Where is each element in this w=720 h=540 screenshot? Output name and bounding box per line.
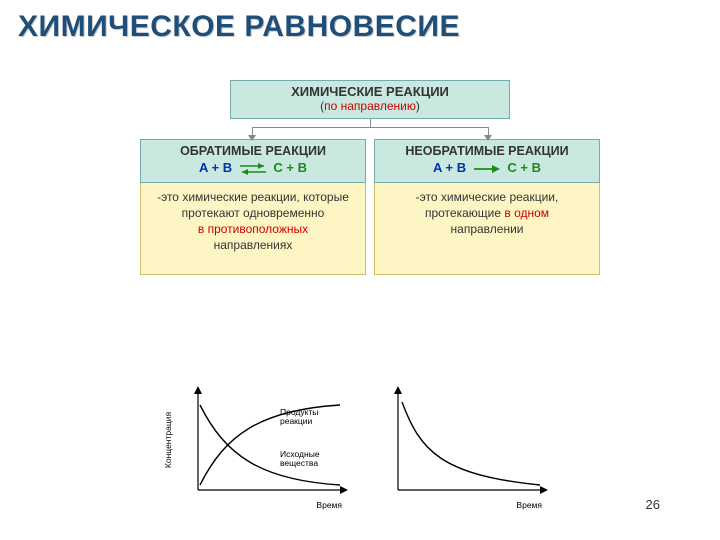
classification-diagram: ХИМИЧЕСКИЕ РЕАКЦИИ (по направлению) ОБРА… — [140, 80, 600, 275]
reversible-equation: A + B C + B — [141, 160, 365, 176]
irreversible-chart: Время — [380, 380, 550, 500]
y-axis-label: Концентрация — [163, 412, 173, 468]
irreversible-chart-svg — [380, 380, 550, 500]
irreversible-header: НЕОБРАТИМЫЕ РЕАКЦИИ A + B C + B — [374, 139, 600, 183]
irreversible-desc: -это химические реакции, протекающие в о… — [374, 183, 600, 275]
connector — [140, 119, 600, 139]
reversible-arrows-icon — [238, 162, 268, 176]
page-number: 26 — [646, 497, 660, 512]
irreversible-title: НЕОБРАТИМЫЕ РЕАКЦИИ — [375, 144, 599, 158]
root-box: ХИМИЧЕСКИЕ РЕАКЦИИ (по направлению) — [230, 80, 510, 119]
paren-close: ) — [416, 99, 420, 113]
eq-lhs: A + B — [433, 160, 466, 175]
charts-row: Концентрация Время Продукты реакции Исхо… — [180, 380, 600, 500]
eq-lhs: A + B — [199, 160, 232, 175]
equilibrium-chart-svg — [180, 380, 350, 500]
desc-red: в одном — [504, 206, 549, 220]
irreversible-equation: A + B C + B — [375, 160, 599, 176]
reversible-header: ОБРАТИМЫЕ РЕАКЦИИ A + B C + B — [140, 139, 366, 183]
equilibrium-chart: Концентрация Время Продукты реакции Исхо… — [180, 380, 350, 500]
reversible-title: ОБРАТИМЫЕ РЕАКЦИИ — [141, 144, 365, 158]
root-box-line2: (по направлению) — [231, 99, 509, 113]
root-box-line1: ХИМИЧЕСКИЕ РЕАКЦИИ — [231, 84, 509, 99]
x-axis-label: Время — [316, 500, 342, 510]
desc-text: направлении — [451, 222, 524, 236]
reversible-column: ОБРАТИМЫЕ РЕАКЦИИ A + B C + B -э — [140, 139, 366, 275]
irreversible-column: НЕОБРАТИМЫЕ РЕАКЦИИ A + B C + B -это хим… — [374, 139, 600, 275]
desc-text: -это химические реакции, которые протека… — [157, 190, 349, 220]
root-box-red: по направлению — [324, 99, 416, 113]
page-title: ХИМИЧЕСКОЕ РАВНОВЕСИЕ — [0, 0, 720, 44]
eq-rhs: C + B — [507, 160, 541, 175]
eq-rhs: C + B — [273, 160, 307, 175]
x-axis-label: Время — [516, 500, 542, 510]
curve-label-reactants: Исходные вещества — [280, 450, 350, 468]
curve-label-products: Продукты реакции — [280, 408, 350, 426]
forward-arrow-icon — [472, 162, 502, 176]
reversible-desc: -это химические реакции, которые протека… — [140, 183, 366, 275]
desc-text: направлениях — [214, 238, 293, 252]
desc-red: в противоположных — [198, 222, 308, 236]
